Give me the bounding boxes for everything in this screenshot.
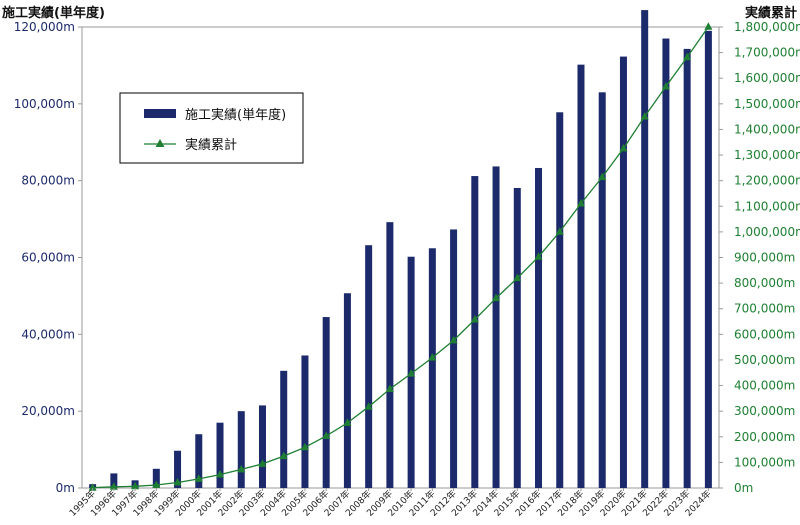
bar xyxy=(301,355,309,488)
line-point xyxy=(619,143,628,152)
line-point xyxy=(385,384,394,392)
x-axis: 1995年1996年1997年1998年1999年2000年2001年2002年… xyxy=(67,488,714,519)
right-tick-label: 1,000,000m xyxy=(734,225,800,239)
bar xyxy=(535,167,543,488)
right-tick-label: 900,000m xyxy=(734,251,795,265)
bar xyxy=(386,222,394,488)
bar xyxy=(492,166,500,488)
line-point xyxy=(152,480,161,488)
line-point xyxy=(683,52,692,61)
legend-bar-swatch xyxy=(144,109,176,118)
line-point xyxy=(343,418,352,426)
legend-box xyxy=(119,92,304,164)
bar xyxy=(704,30,712,488)
bar xyxy=(365,245,373,488)
line-point xyxy=(237,464,246,473)
right-tick-label: 600,000m xyxy=(734,327,795,341)
line-point xyxy=(258,459,267,467)
legend-bar-label: 施工実績(単年度) xyxy=(185,107,286,123)
line-point xyxy=(322,431,331,439)
bar xyxy=(683,48,691,489)
bar xyxy=(174,450,182,488)
bar xyxy=(577,64,585,489)
cumulative-line xyxy=(92,26,709,489)
line-point xyxy=(555,227,564,235)
line-point xyxy=(364,402,373,410)
bar-series xyxy=(89,10,712,489)
right-tick-label: 1,600,000m xyxy=(734,71,800,85)
left-tick-label: 80,000m xyxy=(21,174,75,188)
legend: 施工実績(単年度) 実績累計 xyxy=(119,92,304,164)
right-tick-label: 100,000m xyxy=(734,455,795,469)
right-tick-label: 0m xyxy=(734,481,753,495)
right-tick-label: 1,400,000m xyxy=(734,122,800,136)
bar xyxy=(598,92,606,488)
bar xyxy=(343,293,351,488)
bar xyxy=(641,10,649,488)
bar xyxy=(216,422,224,488)
bar xyxy=(556,112,564,488)
right-tick-label: 1,500,000m xyxy=(734,97,800,111)
line-point xyxy=(109,482,118,490)
right-tick-label: 700,000m xyxy=(734,302,795,316)
bar xyxy=(471,176,479,488)
left-tick-label: 0m xyxy=(56,481,75,495)
right-tick-label: 300,000m xyxy=(734,404,795,418)
bar xyxy=(619,56,627,488)
left-axis-title: 施工実績(単年度) xyxy=(2,5,105,21)
bar xyxy=(662,38,670,489)
line-point xyxy=(661,82,670,90)
bar xyxy=(428,248,436,488)
bar xyxy=(450,229,458,489)
right-axis: 0m 100,000m 200,000m 300,000m 400,000m 500,00… xyxy=(719,20,800,495)
legend-line-label: 実績累計 xyxy=(185,137,237,153)
right-tick-label: 400,000m xyxy=(734,379,795,393)
right-axis-title: 実績累計 xyxy=(745,5,797,21)
line-point xyxy=(640,112,649,120)
line-point xyxy=(407,369,416,377)
line-point xyxy=(704,22,713,30)
legend-line-marker xyxy=(155,139,165,147)
line-point xyxy=(279,451,288,460)
line-point xyxy=(131,481,140,490)
right-tick-label: 1,100,000m xyxy=(734,199,800,213)
bar xyxy=(258,405,266,488)
left-tick-label: 100,000m xyxy=(14,97,75,111)
line-point xyxy=(88,483,97,491)
line-point xyxy=(428,353,437,361)
bar xyxy=(237,411,245,488)
left-tick-label: 120,000m xyxy=(14,20,75,34)
left-tick-label: 20,000m xyxy=(21,404,75,418)
right-tick-label: 1,300,000m xyxy=(734,148,800,162)
right-tick-label: 800,000m xyxy=(734,276,795,290)
bar xyxy=(110,473,118,488)
right-tick-label: 1,700,000m xyxy=(734,46,800,60)
right-tick-label: 1,200,000m xyxy=(734,174,800,188)
line-point xyxy=(470,315,479,323)
line-point xyxy=(576,199,585,207)
line-point xyxy=(216,470,225,478)
left-tick-label: 40,000m xyxy=(21,327,75,341)
right-tick-label: 1,800,000m xyxy=(734,20,800,34)
line-point xyxy=(173,477,182,486)
line-series xyxy=(88,22,713,491)
bar xyxy=(322,317,330,488)
line-point xyxy=(492,293,501,302)
right-tick-label: 500,000m xyxy=(734,353,795,367)
bar xyxy=(280,370,288,488)
left-axis: 0m 20,000m 40,000m 60,000m 80,000m 100,000m 12… xyxy=(14,20,82,495)
line-point xyxy=(300,442,309,451)
line-point xyxy=(534,252,543,260)
right-tick-label: 200,000m xyxy=(734,430,795,444)
line-point xyxy=(598,172,607,181)
bar xyxy=(513,187,521,489)
line-point xyxy=(194,474,203,482)
bar xyxy=(195,434,203,488)
line-point xyxy=(513,273,522,282)
left-tick-label: 60,000m xyxy=(21,251,75,265)
line-point xyxy=(449,335,458,344)
bar xyxy=(152,468,160,488)
